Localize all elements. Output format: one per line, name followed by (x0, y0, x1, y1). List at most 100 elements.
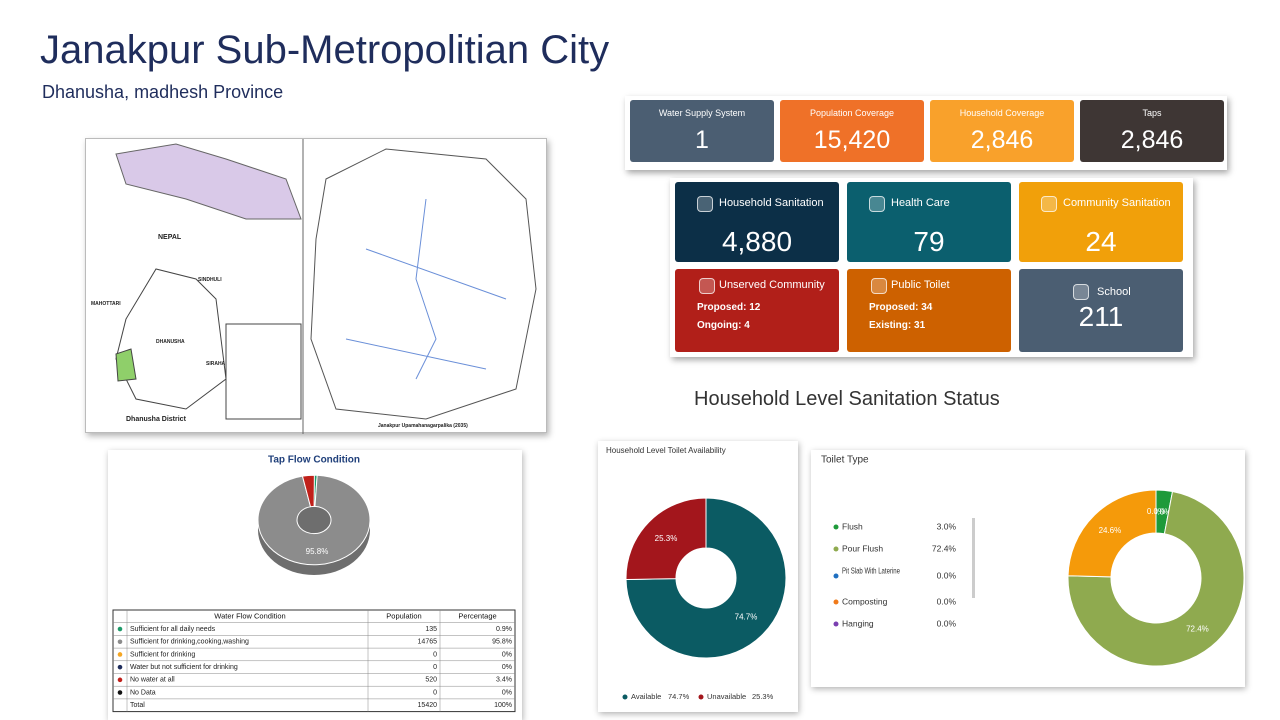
card-value: 2,846 (970, 126, 1034, 154)
table-cell: No Data (130, 689, 156, 696)
slice (257, 474, 371, 566)
map-label: MAHOTTARI (91, 301, 121, 307)
table-cell: 15420 (418, 702, 438, 709)
slice-label: 0.0% (1147, 507, 1165, 516)
legend-name: Hanging (842, 618, 874, 628)
city-outline (310, 148, 537, 420)
card-label: Unserved Community (719, 279, 825, 291)
table-cell: 0.9% (496, 626, 512, 633)
legend-name: Unavailable (707, 692, 746, 701)
card-icon (1041, 196, 1057, 212)
rivers (345, 198, 507, 380)
legend-dot (833, 573, 839, 579)
janakpur-area (115, 348, 137, 382)
slice-label: 74.7% (735, 612, 758, 621)
slice (1067, 489, 1157, 578)
table-cell: Sufficient for drinking (130, 651, 195, 658)
table-cell: 0% (502, 651, 512, 658)
legend-value: 0.0% (937, 596, 957, 606)
card-value: 211 (1078, 301, 1124, 332)
sanitation-card: Public Toilet Proposed: 34 Existing: 31 (847, 269, 1011, 352)
map-label: SIRAHA (206, 361, 226, 367)
card-label: Health Care (891, 197, 950, 209)
table-cell: 0% (502, 664, 512, 671)
slice (625, 497, 707, 581)
table-cell: Sufficient for drinking,cooking,washing (130, 639, 249, 646)
sanitation-card: School 211 (1019, 269, 1183, 352)
table-cell: 14765 (418, 639, 438, 646)
card-icon (699, 278, 715, 294)
legend-box (225, 323, 302, 420)
map: NEPAL SINDHULI MAHOTTARI DHANUSHA SIRAHA Dhan… (85, 138, 547, 434)
map-label: NEPAL (158, 234, 182, 241)
stat-card: Household Coverage 2,846 (930, 100, 1074, 162)
table-cell: Water but not sufficient for drinking (130, 664, 238, 671)
legend-value: 3.0% (937, 521, 957, 531)
card-line: Proposed: 34 (869, 302, 933, 313)
map-label: Dhanusha District (126, 416, 186, 423)
map-label: SINDHULI (198, 277, 222, 283)
table-cell: 520 (425, 677, 437, 684)
slice-label: 24.6% (1099, 526, 1122, 535)
table-cell: 0 (433, 651, 437, 658)
nepal-outline (115, 143, 302, 220)
table-cell: No water at all (130, 677, 175, 684)
table-cell: 0% (502, 689, 512, 696)
subtitle: Dhanusha, madhesh Province (42, 82, 284, 102)
card-label: Public Toilet (891, 279, 950, 291)
card-line: Existing: 31 (869, 320, 926, 331)
table-cell: Total (130, 702, 145, 709)
card-value: 79 (913, 226, 945, 257)
card-value: 24 (1085, 226, 1117, 257)
legend-dot (833, 546, 839, 552)
card-icon (871, 278, 887, 294)
legend-name: Available (631, 692, 661, 701)
slice-label: 25.3% (655, 534, 678, 543)
sanitation-card: Community Sanitation 24 (1019, 182, 1183, 262)
legend-name: Pour Flush (842, 543, 883, 553)
slice (301, 474, 315, 508)
legend-dot (622, 694, 628, 700)
map-drawing (115, 139, 537, 434)
stat-card: Taps 2,846 (1080, 100, 1224, 162)
row-dot (117, 652, 123, 657)
card-label: Household Coverage (959, 108, 1045, 118)
row-dot (117, 626, 123, 632)
legend-dot (698, 694, 704, 700)
card-icon (869, 196, 885, 212)
legend-dot (833, 524, 839, 530)
card-value: 4,880 (721, 226, 793, 257)
row-dot (117, 690, 123, 695)
stat-card: Population Coverage 15,420 (780, 100, 924, 162)
legend-value: 72.4% (932, 543, 957, 553)
table-cell: 0 (433, 689, 437, 696)
stat-card: Water Supply System 1 (630, 100, 774, 162)
card-line: Ongoing: 4 (697, 320, 750, 331)
legend-value: 0.0% (937, 570, 957, 580)
legend-dot (833, 621, 839, 627)
table-cell: 0 (433, 664, 437, 671)
card-line: Proposed: 12 (697, 302, 761, 313)
table-cell: 3.4% (496, 677, 512, 684)
sanitation-card: Health Care 79 (847, 182, 1011, 262)
card-value: 2,846 (1120, 126, 1184, 154)
legend-dot (833, 599, 839, 605)
sanitation-card: Household Sanitation 4,880 (675, 182, 839, 262)
table-cell: Sufficient for all daily needs (130, 626, 216, 633)
legend-value: 0.0% (937, 618, 957, 628)
panel-title: Household Level Toilet Availability (606, 446, 726, 455)
slice-label: 3.0% (1153, 507, 1171, 516)
card-label: Taps (1142, 108, 1162, 118)
row-dot (117, 677, 123, 683)
title: Janakpur Sub-Metropolitian City (40, 28, 610, 72)
card-icon (1073, 284, 1089, 300)
legend-name: Composting (842, 596, 888, 606)
table-header: Population (386, 611, 421, 620)
table-header: Percentage (458, 611, 496, 620)
card-icon (697, 196, 713, 212)
map-label: Janakpur Upamahanagarpalika (2035) (378, 423, 468, 429)
card-value: 1 (695, 126, 709, 154)
slice-label: 72.4% (1186, 624, 1209, 633)
